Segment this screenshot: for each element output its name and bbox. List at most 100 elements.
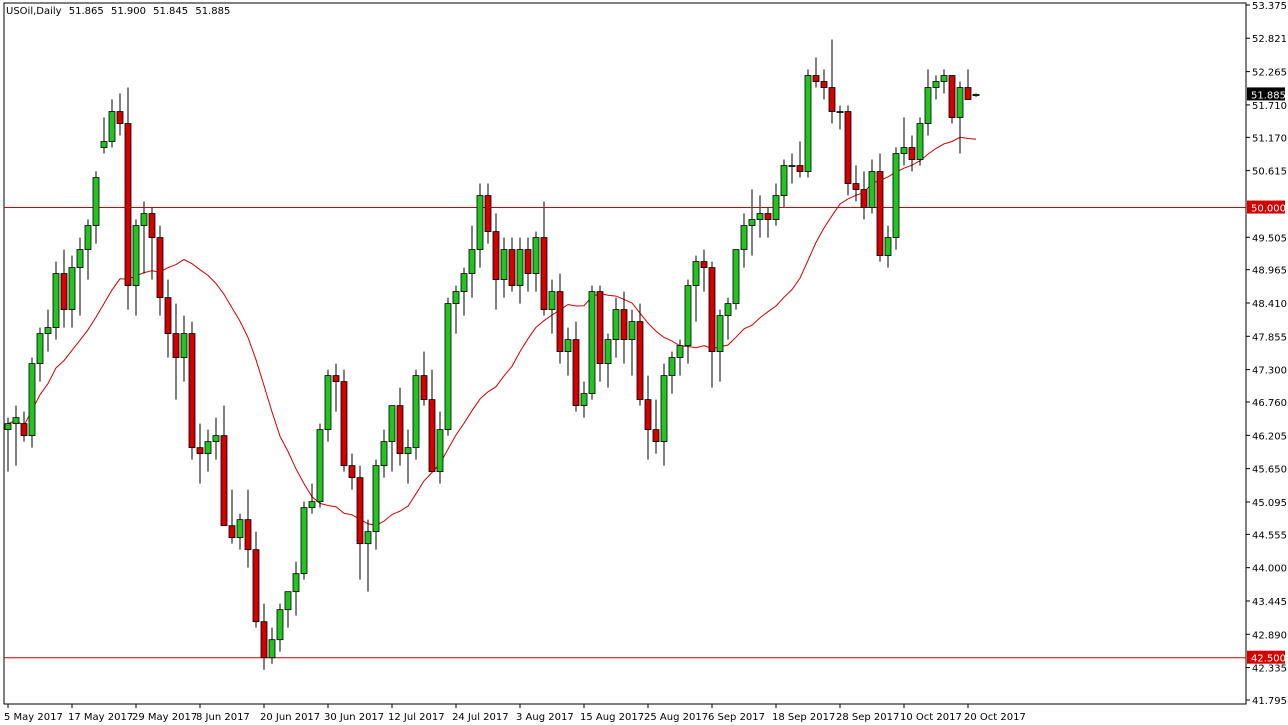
candle-body: [796, 165, 804, 172]
ma-line: [7, 136, 977, 526]
candle-body: [428, 399, 436, 473]
candle: [324, 369, 332, 442]
candle-body: [44, 327, 52, 334]
y-tick-label: 46.760: [1252, 398, 1287, 409]
candle: [180, 315, 188, 382]
candle-body: [412, 375, 420, 449]
candle: [228, 489, 236, 544]
candle: [308, 483, 316, 514]
candle: [116, 93, 124, 136]
candle-body: [812, 75, 820, 82]
candle: [500, 237, 508, 298]
candle: [452, 285, 460, 334]
candle-body: [708, 267, 716, 352]
candle-body: [92, 177, 100, 226]
candle-body: [468, 249, 476, 274]
candle-body: [244, 519, 252, 551]
candle-body: [28, 363, 36, 437]
candle: [68, 255, 76, 328]
candle-body: [156, 237, 164, 298]
candle-body: [588, 291, 596, 395]
candle: [524, 237, 532, 292]
candle: [76, 237, 84, 316]
candle: [332, 363, 340, 412]
candles: [4, 39, 980, 670]
candle-body: [924, 87, 932, 124]
x-tick-label: 12 Jul 2017: [388, 712, 445, 723]
candle: [188, 321, 196, 460]
candle-body: [676, 345, 684, 359]
candle-body: [292, 573, 300, 593]
candle: [420, 351, 428, 406]
candle-body: [420, 375, 428, 401]
candle-body: [36, 333, 44, 365]
symbol-label: USOil,Daily: [6, 6, 62, 17]
candle: [588, 285, 596, 400]
y-tick-label: 51.710: [1252, 101, 1287, 112]
candle-body: [620, 309, 628, 340]
candle-body: [628, 321, 636, 340]
candle: [444, 297, 452, 436]
candle-body: [132, 225, 140, 286]
candle-body: [316, 429, 324, 503]
candle: [364, 519, 372, 592]
candle: [804, 69, 812, 178]
candle-body: [764, 213, 772, 220]
candle-body: [652, 429, 660, 443]
candle-body: [956, 87, 964, 118]
y-tick-label: 45.650: [1252, 465, 1287, 476]
candle-body: [276, 609, 284, 641]
candle-body: [148, 213, 156, 238]
candle-body: [908, 147, 916, 160]
candle-body: [684, 285, 692, 346]
x-tick-label: 17 May 2017: [68, 712, 133, 723]
candle: [924, 69, 932, 136]
x-tick-label: 29 May 2017: [132, 712, 197, 723]
candle-body: [964, 87, 972, 100]
y-tick-label: 51.170: [1252, 133, 1287, 144]
candle: [100, 117, 108, 154]
candle-body: [460, 273, 468, 292]
candle: [820, 69, 828, 100]
x-tick-label: 20 Oct 2017: [964, 712, 1026, 723]
candle: [764, 207, 772, 238]
candle: [164, 279, 172, 358]
candle: [412, 369, 420, 460]
candle-body: [916, 123, 924, 160]
candle: [268, 627, 276, 664]
candle: [948, 75, 956, 124]
high-value: 51.900: [110, 6, 146, 17]
candle-body: [252, 549, 260, 623]
current-price-badge: [1247, 87, 1285, 101]
candle-body: [668, 357, 676, 377]
candle: [604, 333, 612, 388]
candle-body: [348, 465, 356, 479]
candle-body: [356, 477, 364, 545]
candle-body: [308, 501, 316, 509]
candle: [140, 201, 148, 274]
candle-body: [180, 333, 188, 359]
candle: [276, 603, 284, 652]
candle: [476, 183, 484, 268]
candle: [876, 153, 884, 262]
candle: [460, 267, 468, 316]
candle: [244, 489, 252, 568]
candle: [356, 465, 364, 580]
candle-body: [692, 261, 700, 286]
hline-price-badge: [1247, 200, 1285, 214]
candle: [36, 327, 44, 382]
open-value: 51.865: [68, 6, 104, 17]
candle-body: [780, 165, 788, 196]
candle: [748, 189, 756, 256]
candle: [156, 225, 164, 316]
candle: [340, 369, 348, 472]
x-tick-label: 3 Aug 2017: [516, 712, 574, 723]
current-price-label: 51.885: [1251, 90, 1286, 101]
candle-body: [12, 417, 20, 425]
candle: [900, 117, 908, 166]
candle-body: [372, 465, 380, 533]
candle: [204, 429, 212, 472]
candle-body: [716, 315, 724, 352]
